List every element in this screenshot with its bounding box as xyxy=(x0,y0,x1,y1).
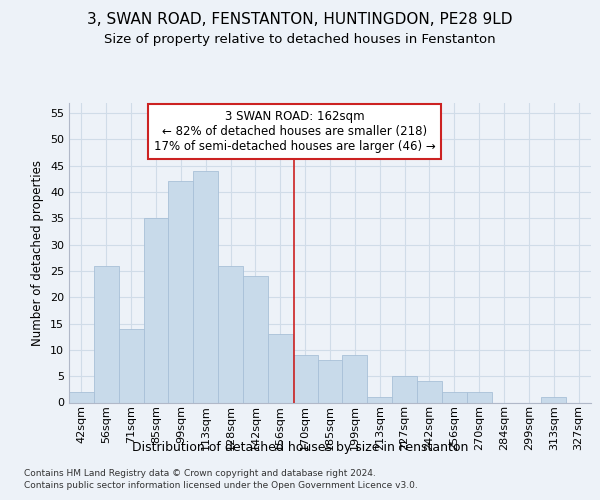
Text: Contains HM Land Registry data © Crown copyright and database right 2024.: Contains HM Land Registry data © Crown c… xyxy=(24,470,376,478)
Bar xyxy=(243,276,268,402)
Text: Contains public sector information licensed under the Open Government Licence v3: Contains public sector information licen… xyxy=(24,480,418,490)
Bar xyxy=(467,392,491,402)
Text: Size of property relative to detached houses in Fenstanton: Size of property relative to detached ho… xyxy=(104,32,496,46)
Bar xyxy=(293,355,317,403)
Bar xyxy=(119,329,143,402)
Bar xyxy=(417,382,442,402)
Bar xyxy=(367,397,392,402)
Text: 3, SWAN ROAD, FENSTANTON, HUNTINGDON, PE28 9LD: 3, SWAN ROAD, FENSTANTON, HUNTINGDON, PE… xyxy=(87,12,513,28)
Bar xyxy=(317,360,343,403)
Text: 3 SWAN ROAD: 162sqm
← 82% of detached houses are smaller (218)
17% of semi-detac: 3 SWAN ROAD: 162sqm ← 82% of detached ho… xyxy=(154,110,436,154)
Text: Distribution of detached houses by size in Fenstanton: Distribution of detached houses by size … xyxy=(132,441,468,454)
Bar xyxy=(94,266,119,402)
Bar xyxy=(442,392,467,402)
Bar xyxy=(143,218,169,402)
Bar xyxy=(343,355,367,403)
Y-axis label: Number of detached properties: Number of detached properties xyxy=(31,160,44,346)
Bar xyxy=(392,376,417,402)
Bar xyxy=(169,182,193,402)
Bar xyxy=(193,171,218,402)
Bar xyxy=(268,334,293,402)
Bar xyxy=(218,266,243,402)
Bar xyxy=(69,392,94,402)
Bar xyxy=(541,397,566,402)
